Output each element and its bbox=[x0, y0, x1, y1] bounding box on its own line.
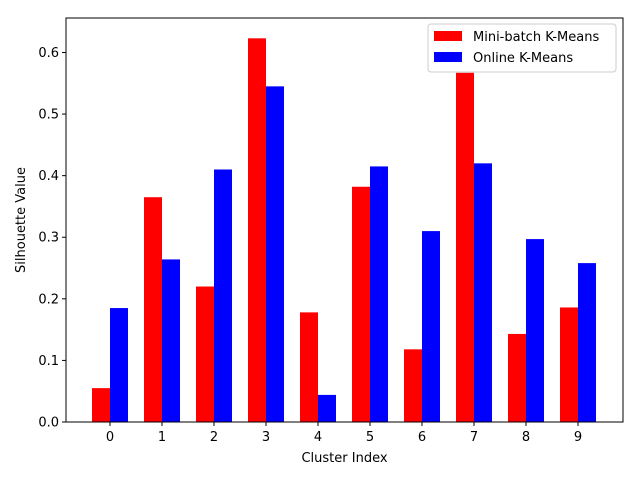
bar-mini-batch-6 bbox=[404, 349, 422, 422]
y-tick-label: 0.1 bbox=[38, 354, 59, 369]
bar-mini-batch-5 bbox=[352, 186, 370, 422]
legend: Mini-batch K-Means Online K-Means bbox=[427, 23, 617, 73]
x-tick-label: 1 bbox=[158, 430, 166, 445]
x-tick-label: 5 bbox=[366, 430, 374, 445]
x-tick-label: 6 bbox=[418, 430, 426, 445]
y-tick-label: 0.4 bbox=[38, 169, 59, 184]
y-axis-ticks: 0.0 0.1 0.2 0.3 0.4 0.5 0.6 bbox=[38, 46, 66, 431]
bar-online-0 bbox=[110, 308, 128, 422]
bar-online-7 bbox=[474, 163, 492, 422]
legend-swatch-mini-batch bbox=[434, 31, 462, 41]
bar-online-9 bbox=[578, 263, 596, 422]
bar-online-8 bbox=[526, 239, 544, 422]
legend-label-online: Online K-Means bbox=[473, 51, 573, 66]
bar-online-1 bbox=[162, 259, 180, 422]
x-tick-label: 4 bbox=[314, 430, 322, 445]
bar-online-3 bbox=[266, 86, 284, 423]
bar-mini-batch-9 bbox=[560, 307, 578, 422]
y-axis-label: Silhouette Value bbox=[14, 167, 29, 273]
y-tick-label: 0.5 bbox=[38, 108, 59, 123]
y-tick-label: 0.6 bbox=[38, 46, 59, 61]
bar-online-5 bbox=[370, 166, 388, 422]
bar-mini-batch-0 bbox=[92, 388, 110, 422]
y-tick-label: 0.0 bbox=[38, 416, 59, 431]
bars-layer bbox=[92, 38, 596, 423]
bar-mini-batch-4 bbox=[300, 312, 318, 422]
y-tick-label: 0.2 bbox=[38, 292, 59, 307]
plot-frame bbox=[65, 17, 624, 423]
x-axis-ticks: 0 1 2 3 4 5 6 7 8 9 bbox=[106, 422, 582, 445]
bar-mini-batch-7 bbox=[456, 72, 474, 422]
bar-online-2 bbox=[214, 169, 232, 422]
legend-label-mini-batch: Mini-batch K-Means bbox=[473, 30, 599, 45]
bar-online-4 bbox=[318, 394, 336, 422]
x-tick-label: 7 bbox=[470, 430, 478, 445]
legend-swatch-online bbox=[434, 52, 462, 62]
x-tick-label: 3 bbox=[262, 430, 270, 445]
bar-mini-batch-2 bbox=[196, 286, 214, 422]
x-axis-label: Cluster Index bbox=[301, 451, 387, 466]
x-tick-label: 2 bbox=[210, 430, 218, 445]
x-tick-label: 9 bbox=[574, 430, 582, 445]
x-tick-label: 8 bbox=[522, 430, 530, 445]
bar-mini-batch-8 bbox=[508, 333, 526, 422]
bar-mini-batch-1 bbox=[144, 197, 162, 422]
bar-mini-batch-3 bbox=[248, 38, 266, 422]
legend-box bbox=[427, 23, 617, 73]
x-tick-label: 0 bbox=[106, 430, 114, 445]
bar-online-6 bbox=[422, 231, 440, 422]
y-tick-label: 0.3 bbox=[38, 231, 59, 246]
